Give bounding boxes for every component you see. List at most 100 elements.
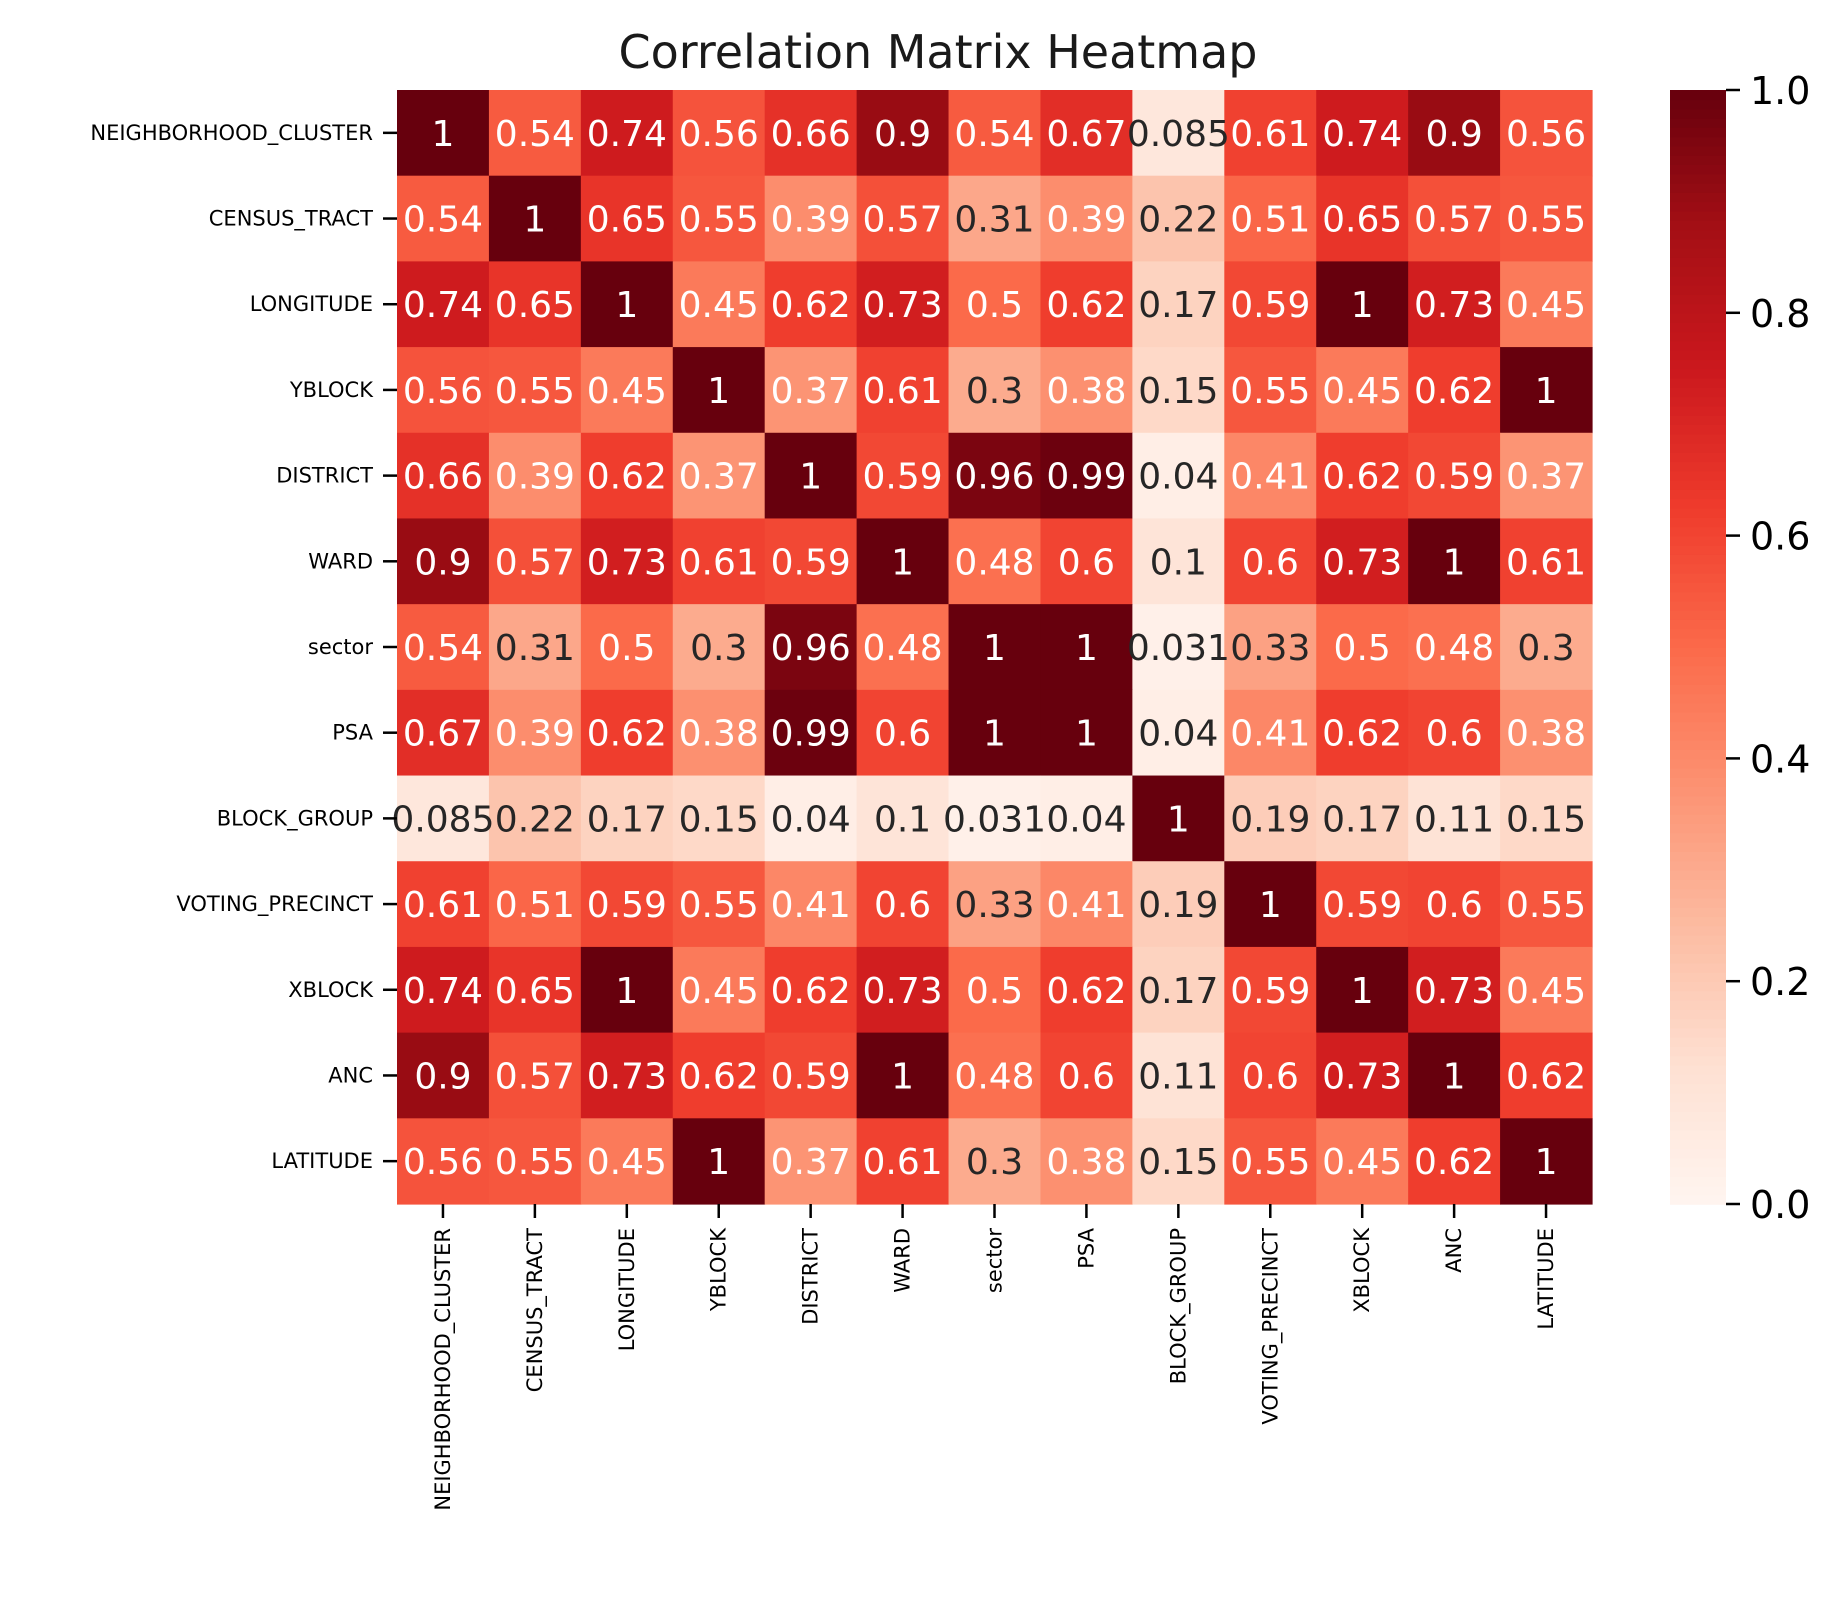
colorbar-segment	[1670, 1036, 1726, 1047]
cell-value-label: 0.39	[495, 714, 575, 755]
cell-value-label: 1	[615, 285, 638, 326]
colorbar-segment	[1670, 776, 1726, 788]
colorbar-segment	[1670, 1129, 1726, 1140]
heatmap-cell	[1224, 604, 1317, 691]
cell-value-label: 0.67	[403, 714, 483, 755]
heatmap-cell	[1316, 175, 1409, 262]
cell-value-label: 0.37	[679, 457, 759, 498]
heatmap-cell	[580, 861, 674, 948]
colorbar-segment	[1670, 1139, 1726, 1150]
colorbar-segment	[1670, 619, 1726, 630]
heatmap-cell	[1132, 432, 1225, 520]
heatmap-cell	[764, 347, 858, 434]
colorbar-segment	[1670, 1185, 1726, 1196]
cell-value-label: 0.45	[1506, 971, 1586, 1012]
colorbar-segment	[1670, 498, 1726, 509]
colorbar-segment	[1670, 628, 1726, 639]
heatmap-cell	[672, 861, 766, 948]
cell-value-label: 0.085	[1127, 114, 1230, 155]
colorbar-segment	[1670, 823, 1726, 834]
colorbar-segment	[1670, 1194, 1726, 1205]
heatmap-cell	[948, 518, 1042, 605]
cell-value-label: 0.57	[495, 542, 575, 583]
heatmap-cell	[1500, 775, 1593, 862]
colorbar-segment	[1670, 544, 1726, 555]
cell-value-label: 0.17	[1138, 285, 1218, 326]
heatmap-cell	[672, 175, 766, 262]
heatmap-cell	[672, 261, 766, 348]
heatmap-cell	[488, 347, 582, 434]
colorbar-segment	[1670, 1009, 1726, 1020]
colorbar-segment	[1670, 869, 1726, 880]
cell-value-label: 0.62	[1414, 371, 1494, 412]
cell-value-label: 0.04	[1138, 714, 1218, 755]
heatmap-cell	[856, 175, 950, 262]
colorbar-segment	[1670, 303, 1726, 314]
cell-value-label: 0.22	[1138, 200, 1218, 241]
cell-value-label: 1	[1535, 1142, 1558, 1183]
heatmap-cell	[580, 175, 674, 262]
cell-value-label: 0.61	[1230, 114, 1310, 155]
heatmap-cell	[856, 90, 950, 177]
colorbar-segment	[1670, 749, 1726, 760]
x-tick-label: PSA	[1074, 1227, 1098, 1268]
cell-value-label: 0.6	[874, 885, 931, 926]
cell-value-label: 0.1	[1150, 542, 1207, 583]
cell-value-label: 0.56	[1506, 114, 1586, 155]
cell-value-label: 0.37	[771, 371, 851, 412]
y-tick-label: LONGITUDE	[250, 292, 373, 316]
colorbar-segment	[1670, 266, 1726, 277]
cell-value-label: 1	[707, 1142, 730, 1183]
heatmap-cell	[1224, 261, 1317, 348]
heatmap-cell	[1224, 946, 1317, 1034]
cell-value-label: 0.04	[1138, 457, 1218, 498]
colorbar-segment	[1670, 349, 1726, 361]
colorbar-segment	[1670, 990, 1726, 1001]
colorbar-segment	[1670, 953, 1726, 964]
cell-value-label: 0.59	[863, 457, 943, 498]
heatmap-cell	[672, 518, 766, 605]
cell-value-label: 0.54	[495, 114, 575, 155]
heatmap-cell	[1132, 518, 1225, 605]
heatmap-cell	[1408, 1118, 1501, 1205]
heatmap-cell	[856, 261, 950, 348]
colorbar-tick-label: 1.0	[1750, 69, 1810, 113]
colorbar-segment	[1670, 786, 1726, 797]
heatmap-cell	[397, 261, 490, 348]
cell-value-label: 0.9	[874, 114, 931, 155]
heatmap-cell	[397, 604, 490, 691]
heatmap-cell	[856, 775, 950, 862]
heatmap-cell	[1132, 261, 1225, 348]
x-axis-labels: NEIGHBORHOOD_CLUSTER CENSUS_TRACT LONGITUD…	[431, 1204, 1558, 1511]
cell-value-label: 0.56	[679, 114, 759, 155]
heatmap-cell	[397, 175, 490, 262]
heatmap-cell	[580, 432, 674, 520]
cell-value-label: 0.96	[771, 628, 851, 669]
colorbar-segment	[1670, 758, 1726, 769]
heatmap-cell	[397, 432, 490, 520]
heatmap-cell	[948, 432, 1042, 520]
heatmap-cell	[856, 347, 950, 434]
cell-value-label: 0.57	[1414, 200, 1494, 241]
cell-value-label: 0.17	[1138, 971, 1218, 1012]
y-tick-label: LATITUDE	[271, 1149, 373, 1173]
colorbar-segment	[1670, 906, 1726, 918]
heatmap-cell	[1224, 518, 1317, 605]
x-tick-label: CENSUS_TRACT	[523, 1228, 548, 1392]
heatmap-cell	[397, 689, 490, 777]
cell-value-label: 0.45	[1322, 371, 1402, 412]
heatmap-cell	[1132, 689, 1225, 777]
colorbar-segment	[1670, 999, 1726, 1010]
cell-value-label: 0.56	[403, 371, 483, 412]
colorbar-segment	[1670, 322, 1726, 333]
heatmap-cell	[580, 347, 674, 434]
cell-value-label: 0.57	[495, 1056, 575, 1097]
colorbar-segment	[1670, 1148, 1726, 1159]
colorbar-segment	[1670, 981, 1726, 992]
cell-value-label: 0.48	[954, 542, 1034, 583]
cell-value-label: 0.19	[1230, 799, 1310, 840]
colorbar-segment	[1670, 1055, 1726, 1066]
heatmap-cell	[1132, 946, 1225, 1034]
cell-value-label: 0.45	[679, 285, 759, 326]
heatmap-cell	[580, 775, 674, 862]
